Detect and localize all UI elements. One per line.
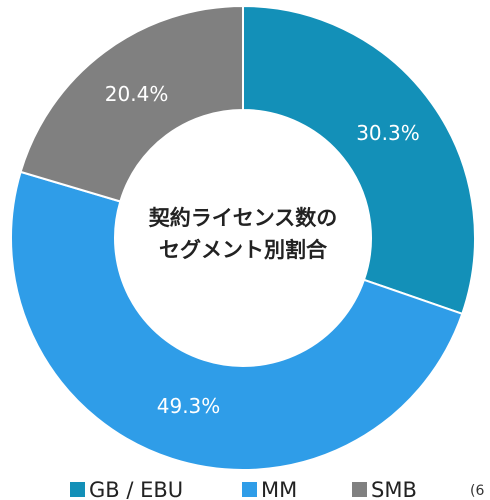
legend-label: SMB xyxy=(371,478,417,500)
legend-swatch xyxy=(242,482,257,497)
legend-label: MM xyxy=(261,478,297,500)
data-label: 49.3% xyxy=(157,394,221,418)
data-label: 20.4% xyxy=(105,82,169,106)
donut-slice xyxy=(10,170,464,471)
donut-slice xyxy=(19,4,244,203)
donut-slice xyxy=(242,4,476,316)
legend-swatch xyxy=(352,482,367,497)
note: (6 xyxy=(470,483,484,499)
legend-swatch xyxy=(70,482,85,497)
chart-title: 契約ライセンス数の xyxy=(148,206,338,230)
data-label: 30.3% xyxy=(356,121,420,145)
legend-label: GB / EBU xyxy=(89,478,183,500)
chart-title: セグメント別割合 xyxy=(159,238,328,262)
